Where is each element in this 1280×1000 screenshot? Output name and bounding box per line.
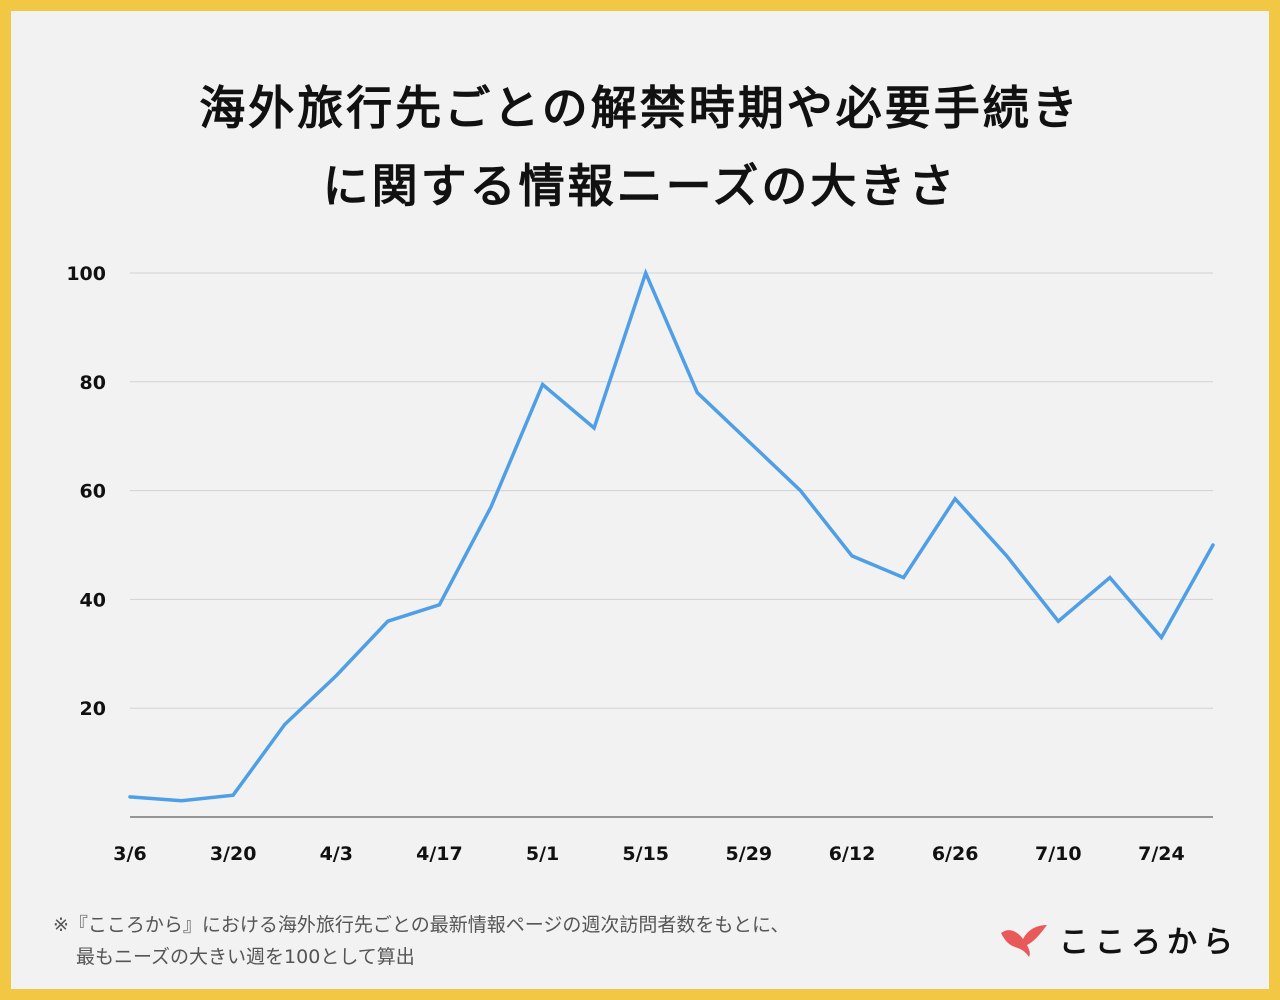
x-tick-label: 3/20 xyxy=(210,843,257,865)
y-tick-label: 20 xyxy=(80,698,106,720)
y-tick-label: 100 xyxy=(66,263,106,285)
x-tick-label: 5/15 xyxy=(622,843,669,865)
x-tick-label: 6/26 xyxy=(932,843,979,865)
x-tick-label: 5/1 xyxy=(526,843,559,865)
chart-card: 海外旅行先ごとの解禁時期や必要手続き に関する情報ニーズの大きさ 20 40 60 8… xyxy=(11,11,1269,989)
x-tick-label: 3/6 xyxy=(113,843,146,865)
series-line xyxy=(128,268,1215,803)
title-line-1: 海外旅行先ごとの解禁時期や必要手続き xyxy=(199,81,1081,135)
x-tick-label: 7/24 xyxy=(1138,843,1185,865)
logo-text: こころから xyxy=(1059,925,1239,960)
brand-logo: こころから xyxy=(999,917,1239,961)
x-tick-label: 7/10 xyxy=(1035,843,1082,865)
x-tick-label: 6/12 xyxy=(829,843,876,865)
x-tick-label: 5/29 xyxy=(726,843,773,865)
y-tick-label: 60 xyxy=(80,481,106,503)
footnote-line-1: ※『こころから』における海外旅行先ごとの最新情報ページの週次訪問者数をもとに、 xyxy=(53,914,790,936)
line-chart: 20 40 60 80 100 3/6 3/20 4/3 4/17 5/1 5/15 5/29 6/12… xyxy=(66,263,1215,865)
footnote: ※『こころから』における海外旅行先ごとの最新情報ページの週次訪問者数をもとに、 … xyxy=(53,909,789,973)
x-tick-label: 4/17 xyxy=(416,843,463,865)
bird-icon xyxy=(1001,925,1047,957)
title-line-2: に関する情報ニーズの大きさ xyxy=(322,159,958,213)
y-tick-label: 40 xyxy=(80,589,106,611)
footnote-line-2: 最もニーズの大きい週を100として算出 xyxy=(76,946,415,968)
chart-title: 海外旅行先ごとの解禁時期や必要手続き に関する情報ニーズの大きさ xyxy=(11,69,1269,225)
y-tick-label: 80 xyxy=(80,372,106,394)
x-tick-label: 4/3 xyxy=(320,843,353,865)
